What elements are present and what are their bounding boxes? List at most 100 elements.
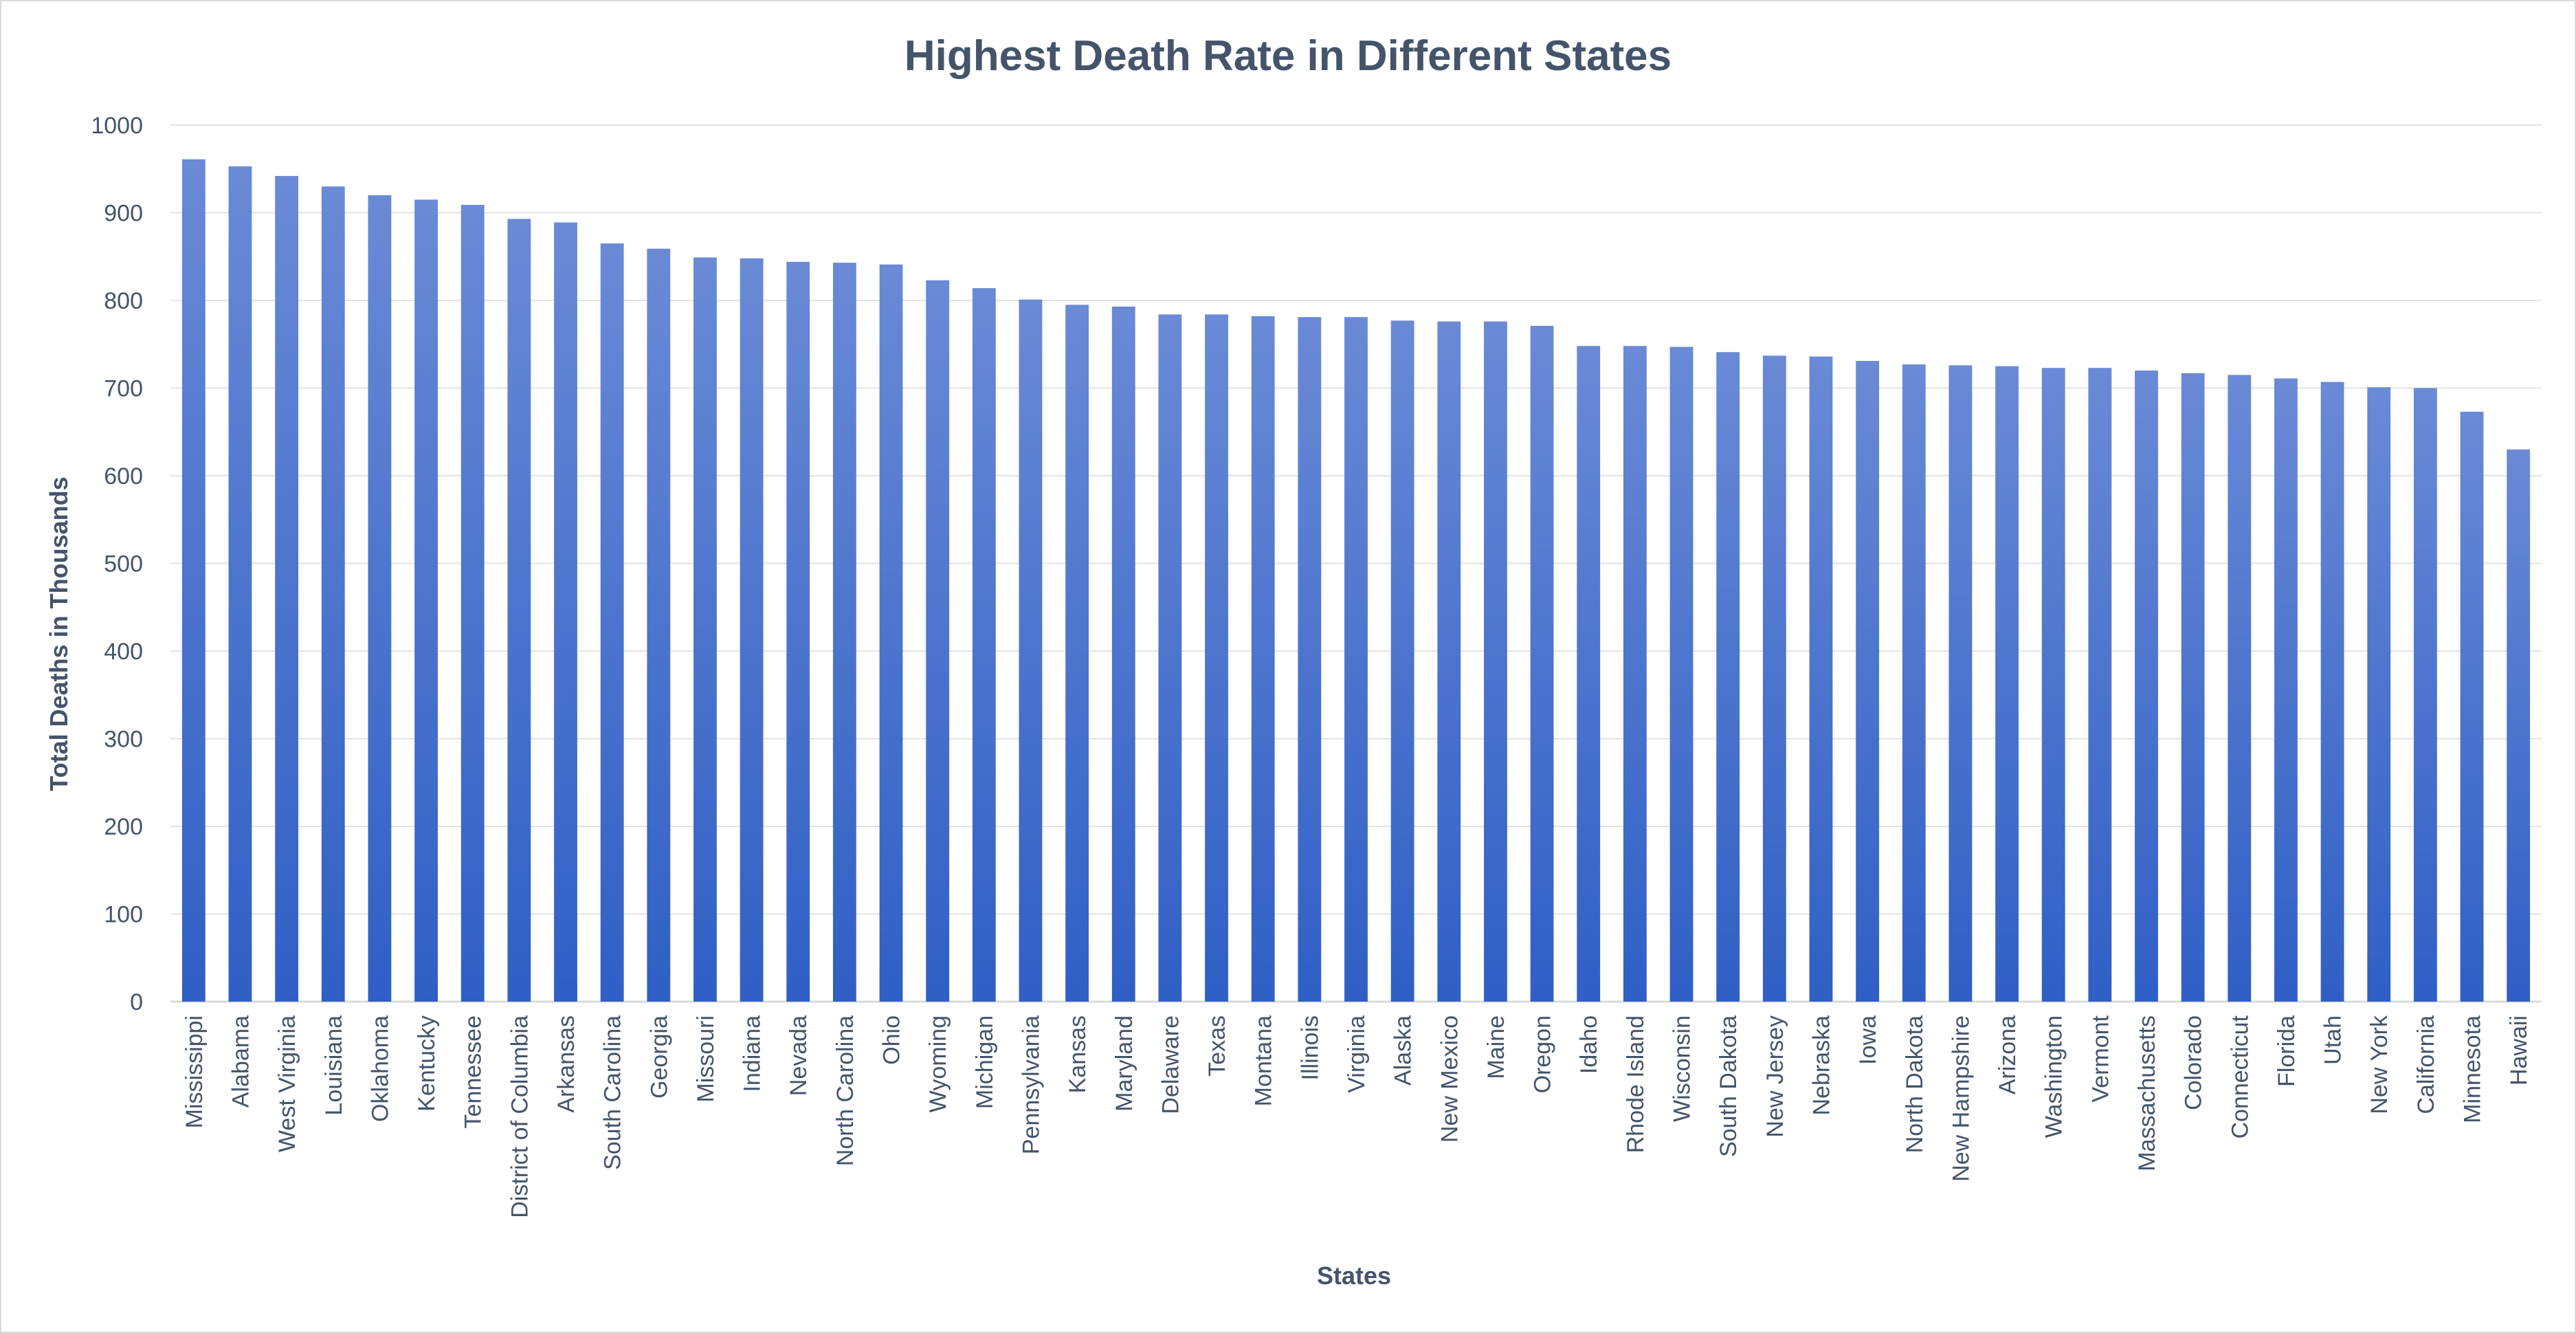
x-tick-label: Mississippi xyxy=(181,1015,208,1128)
x-tick-label: New Hampshire xyxy=(1948,1015,1974,1182)
bar-nevada xyxy=(786,261,810,1002)
x-tick-label: Arizona xyxy=(1995,1015,2021,1094)
x-tick-label: Alaska xyxy=(1390,1015,1417,1086)
bar-new-york xyxy=(2367,387,2391,1002)
x-tick-label: West Virginia xyxy=(274,1015,300,1152)
x-tick-label: Connecticut xyxy=(2227,1015,2253,1138)
bar-louisiana xyxy=(321,186,345,1002)
bar-minnesota xyxy=(2460,411,2484,1002)
bar-wyoming xyxy=(926,280,950,1002)
x-tick-label: Iowa xyxy=(1855,1015,1881,1065)
y-axis-title: Total Deaths in Thousands xyxy=(45,476,73,791)
bar-district-of-columbia xyxy=(507,219,531,1002)
bar-indiana xyxy=(740,258,764,1002)
chart-title: Highest Death Rate in Different States xyxy=(904,32,1672,80)
x-tick-label: Michigan xyxy=(972,1015,998,1109)
bars xyxy=(181,159,2531,1002)
x-tick-label: New Mexico xyxy=(1436,1015,1463,1143)
x-tick-label: Rhode Island xyxy=(1623,1015,1649,1153)
x-tick-label: Pennsylvania xyxy=(1018,1015,1044,1154)
x-tick-label: Massachusetts xyxy=(2134,1015,2160,1171)
x-tick-label: Montana xyxy=(1251,1015,1277,1106)
y-tick-label: 600 xyxy=(104,463,143,489)
x-tick-label: Tennessee xyxy=(460,1015,487,1128)
bar-montana xyxy=(1251,316,1275,1002)
x-axis-title: States xyxy=(1317,1262,1391,1290)
bar-arkansas xyxy=(554,222,577,1002)
bar-new-mexico xyxy=(1437,321,1461,1002)
x-tick-label: Oklahoma xyxy=(367,1015,393,1122)
bar-alaska xyxy=(1390,320,1414,1002)
bar-iowa xyxy=(1856,360,1880,1002)
x-tick-label: District of Columbia xyxy=(507,1015,533,1218)
bar-idaho xyxy=(1577,346,1601,1002)
x-tick-label: Indiana xyxy=(740,1015,766,1092)
bar-south-carolina xyxy=(600,243,624,1002)
bar-tennessee xyxy=(460,205,485,1002)
bar-maine xyxy=(1484,321,1507,1002)
x-tick-label: Utah xyxy=(2320,1015,2346,1065)
x-tick-label: Maryland xyxy=(1111,1015,1137,1112)
y-tick-label: 1000 xyxy=(91,113,143,139)
bar-vermont xyxy=(2088,368,2112,1002)
bar-west-virginia xyxy=(275,175,299,1002)
bar-new-hampshire xyxy=(1948,365,1973,1002)
x-tick-label: Missouri xyxy=(693,1015,719,1103)
x-tick-label: North Dakota xyxy=(1902,1015,1928,1153)
bar-colorado xyxy=(2181,373,2205,1002)
bar-north-dakota xyxy=(1902,364,1926,1002)
bar-hawaii xyxy=(2507,449,2531,1002)
x-tick-label: Alabama xyxy=(227,1015,254,1108)
bar-arizona xyxy=(1995,366,2019,1002)
y-tick-label: 100 xyxy=(104,902,143,928)
x-tick-label: Kansas xyxy=(1065,1015,1091,1093)
bar-new-jersey xyxy=(1762,355,1786,1002)
x-tick-label: New York xyxy=(2366,1015,2392,1114)
bar-massachusetts xyxy=(2135,371,2158,1002)
bar-pennsylvania xyxy=(1019,299,1043,1002)
y-tick-label: 500 xyxy=(104,551,143,577)
x-tick-label: Colorado xyxy=(2181,1015,2207,1110)
bar-alabama xyxy=(228,166,252,1002)
bar-virginia xyxy=(1344,317,1368,1002)
bar-wisconsin xyxy=(1669,346,1694,1002)
bar-washington xyxy=(2041,368,2065,1002)
bar-south-dakota xyxy=(1716,352,1740,1002)
x-tick-label: New Jersey xyxy=(1762,1015,1788,1138)
x-tick-label: Virginia xyxy=(1344,1015,1370,1093)
x-tick-label: Idaho xyxy=(1576,1015,1602,1074)
bar-georgia xyxy=(647,248,671,1002)
bar-connecticut xyxy=(2228,375,2252,1002)
x-tick-label: Louisiana xyxy=(321,1015,347,1116)
bar-delaware xyxy=(1158,314,1182,1002)
x-tick-label: Maine xyxy=(1483,1015,1509,1079)
bar-illinois xyxy=(1298,317,1322,1002)
bar-maryland xyxy=(1111,306,1135,1002)
bar-oklahoma xyxy=(368,195,392,1002)
x-tick-label: Florida xyxy=(2274,1015,2300,1087)
bar-missouri xyxy=(693,257,717,1002)
bar-california xyxy=(2413,388,2437,1002)
y-tick-label: 0 xyxy=(130,989,143,1015)
y-tick-label: 200 xyxy=(104,814,143,840)
bar-rhode-island xyxy=(1623,346,1647,1002)
x-tick-label: Georgia xyxy=(646,1015,672,1099)
bar-kentucky xyxy=(414,199,438,1002)
bar-oregon xyxy=(1530,325,1554,1002)
bar-florida xyxy=(2274,378,2298,1002)
x-tick-label: South Carolina xyxy=(600,1015,626,1170)
bar-ohio xyxy=(879,264,903,1002)
x-tick-label: Oregon xyxy=(1530,1015,1556,1093)
y-axis-ticks: 0 100 200 300 400 500 600 700 800 900 1000 xyxy=(91,113,143,1015)
x-tick-label: Vermont xyxy=(2087,1015,2113,1102)
x-tick-label: North Carolina xyxy=(832,1015,858,1166)
bar-mississippi xyxy=(181,159,206,1002)
bar-kansas xyxy=(1065,305,1089,1002)
bar-nebraska xyxy=(1809,356,1833,1002)
x-tick-label: Hawaii xyxy=(2506,1015,2532,1086)
x-axis-ticks: Mississippi Alabama West Virginia Louisiana… xyxy=(181,1015,2532,1218)
x-tick-label: Nebraska xyxy=(1808,1015,1834,1116)
x-tick-label: Minnesota xyxy=(2460,1015,2486,1123)
x-tick-label: Kentucky xyxy=(414,1015,440,1112)
